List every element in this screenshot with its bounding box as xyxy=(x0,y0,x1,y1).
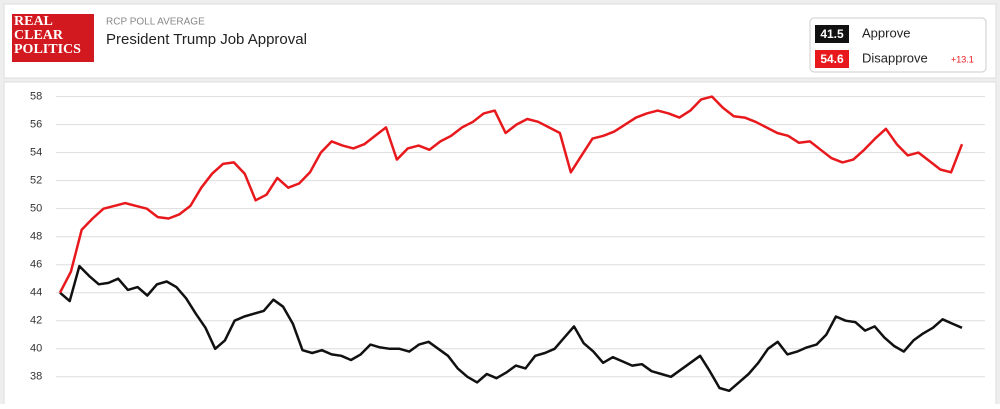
legend-swatch xyxy=(815,50,849,68)
y-tick-label: 54 xyxy=(30,147,42,159)
legend-swatch xyxy=(815,25,849,43)
y-tick-label: 46 xyxy=(30,259,42,271)
logo-text: REAL CLEAR POLITICS xyxy=(14,15,81,57)
legend xyxy=(809,17,987,73)
legend-label: Approve xyxy=(862,25,910,40)
legend-label: Disapprove xyxy=(862,50,928,65)
series-line xyxy=(58,95,964,294)
y-tick-label: 44 xyxy=(30,287,42,299)
series-line xyxy=(59,264,963,393)
spread-label: +13.1 xyxy=(951,54,974,64)
plot-panel xyxy=(3,81,997,409)
legend-value: 54.6 xyxy=(820,52,844,66)
legend-value: 41.5 xyxy=(820,27,844,41)
chart-title: President Trump Job Approval xyxy=(106,31,307,48)
y-tick-label: 42 xyxy=(30,315,42,327)
y-tick-label: 56 xyxy=(30,119,42,131)
y-tick-label: 40 xyxy=(30,343,42,355)
logo-text-box: REAL CLEAR POLITICS xyxy=(14,15,81,57)
logo xyxy=(12,14,94,62)
y-tick-label: 58 xyxy=(30,91,42,103)
y-tick-label: 48 xyxy=(30,231,42,243)
y-tick-label: 38 xyxy=(30,371,42,383)
y-tick-label: 50 xyxy=(30,203,42,215)
y-tick-label: 52 xyxy=(30,175,42,187)
supertitle: RCP POLL AVERAGE xyxy=(106,17,205,28)
